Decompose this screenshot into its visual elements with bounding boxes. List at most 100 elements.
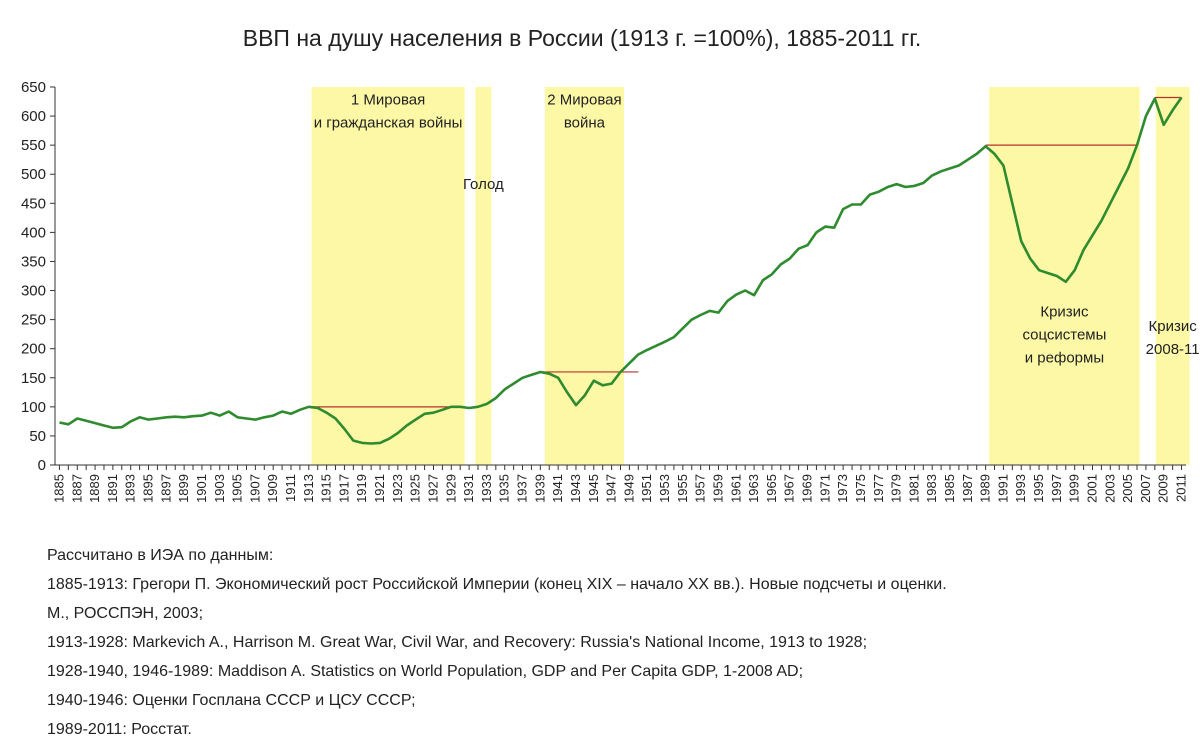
x-tick-label: 1949 <box>621 474 636 503</box>
y-tick-label: 450 <box>21 195 46 212</box>
x-tick-label: 1929 <box>443 474 458 503</box>
x-tick-label: 1897 <box>158 474 173 503</box>
x-tick-label: 1903 <box>212 474 227 503</box>
x-tick-label: 1889 <box>87 474 102 503</box>
event-band <box>989 87 1140 465</box>
y-tick-label: 500 <box>21 166 46 183</box>
band-label: 2 Мировая <box>547 91 621 108</box>
source-notes: Рассчитано в ИЭА по данным: 1885-1913: Г… <box>47 544 1167 747</box>
source-note-line: Рассчитано в ИЭА по данным: <box>47 547 274 564</box>
band-label: война <box>564 114 606 131</box>
y-tick-label: 550 <box>21 137 46 154</box>
x-tick-label: 1973 <box>835 474 850 503</box>
x-tick-label: 1887 <box>69 474 84 503</box>
x-tick-label: 1939 <box>532 474 547 503</box>
source-note-line: 1885-1913: Грегори П. Экономический рост… <box>47 576 947 593</box>
x-tick-label: 1917 <box>336 474 351 503</box>
x-tick-label: 1913 <box>301 474 316 503</box>
chart-canvas: ВВП на душу населения в России (1913 г. … <box>21 25 1200 503</box>
x-tick-label: 2007 <box>1138 474 1153 503</box>
x-tick-label: 1927 <box>425 474 440 503</box>
event-band <box>1155 87 1190 465</box>
x-tick-label: 1923 <box>390 474 405 503</box>
x-tick-label: 1935 <box>497 474 512 503</box>
y-tick-label: 350 <box>21 253 46 270</box>
chart-title: ВВП на душу населения в России (1913 г. … <box>243 25 922 51</box>
series-line <box>59 96 1183 445</box>
event-bands <box>311 87 1190 465</box>
band-label: и гражданская войны <box>314 114 463 131</box>
x-tick-label: 1979 <box>889 474 904 503</box>
x-tick-label: 1925 <box>408 474 423 503</box>
event-band <box>475 87 492 465</box>
source-note-line: М., РОССПЭН, 2003; <box>47 605 204 622</box>
band-label: 2008-11 <box>1146 341 1200 358</box>
x-tick-label: 1951 <box>639 474 654 503</box>
x-tick-label: 1893 <box>123 474 138 503</box>
x-tick-label: 1945 <box>586 474 601 503</box>
y-tick-label: 250 <box>21 312 46 329</box>
x-tick-label: 1989 <box>978 474 993 503</box>
x-tick-label: 1983 <box>924 474 939 503</box>
x-tick-label: 1933 <box>479 474 494 503</box>
x-tick-label: 1957 <box>693 474 708 503</box>
x-tick-label: 1907 <box>247 474 262 503</box>
y-tick-label: 300 <box>21 283 46 300</box>
band-label: 1 Мировая <box>351 91 425 108</box>
x-tick-label: 2011 <box>1174 474 1189 502</box>
x-tick-label: 1919 <box>354 474 369 503</box>
event-band <box>544 87 625 465</box>
x-tick-label: 1987 <box>960 474 975 503</box>
y-tick-label: 650 <box>21 79 46 96</box>
x-tick-label: 1937 <box>515 474 530 503</box>
x-tick-label: 1995 <box>1031 474 1046 503</box>
x-tick-label: 1901 <box>194 474 209 503</box>
source-note-line: 1928-1940, 1946-1989: Maddison A. Statis… <box>47 663 804 680</box>
x-tick-label: 1993 <box>1013 474 1028 503</box>
x-tick-label: 1967 <box>782 474 797 503</box>
source-note-line: 1913-1928: Markevich A., Harrison M. Gre… <box>47 634 868 651</box>
x-tick-label: 1961 <box>728 474 743 503</box>
x-tick-label: 1999 <box>1067 474 1082 503</box>
x-tick-label: 2009 <box>1156 474 1171 503</box>
y-tick-label: 100 <box>21 399 46 416</box>
y-axis: 0 50 100 150 200 250 300 350 400 450 500 550 600 650 <box>21 79 56 474</box>
x-tick-label: 1975 <box>853 474 868 503</box>
event-band <box>311 87 465 465</box>
x-tick-label: 1997 <box>1049 474 1064 503</box>
x-tick-label: 1885 <box>51 474 66 503</box>
x-axis: 1885 1887 1889 1891 1893 1895 1897 1899 1901 1903… <box>51 464 1189 503</box>
y-tick-label: 0 <box>38 457 46 474</box>
x-tick-label: 1921 <box>372 474 387 503</box>
x-tick-label: 1899 <box>176 474 191 503</box>
x-tick-label: 1891 <box>105 474 120 503</box>
x-tick-label: 1915 <box>319 474 334 503</box>
band-label: Кризис <box>1040 304 1089 321</box>
x-tick-label: 1895 <box>141 474 156 503</box>
y-tick-label: 50 <box>29 428 46 445</box>
x-tick-label: 1955 <box>675 474 690 503</box>
x-tick-label: 1941 <box>550 474 565 503</box>
band-label: Кризис <box>1149 318 1198 335</box>
x-tick-label: 2003 <box>1102 474 1117 503</box>
source-note-line: 1940-1946: Оценки Госплана СССР и ЦСУ СС… <box>47 692 416 709</box>
x-tick-label: 1981 <box>906 474 921 503</box>
x-tick-label: 1977 <box>871 474 886 503</box>
x-tick-label: 1947 <box>604 474 619 503</box>
x-tick-label: 1911 <box>283 474 298 502</box>
x-tick-label: 2001 <box>1084 474 1099 503</box>
band-label: и реформы <box>1025 350 1104 367</box>
y-tick-label: 200 <box>21 341 46 358</box>
y-tick-label: 400 <box>21 224 46 241</box>
x-tick-label: 1931 <box>461 474 476 503</box>
x-tick-label: 1909 <box>265 474 280 503</box>
x-tick-label: 1959 <box>710 474 725 503</box>
x-tick-label: 1985 <box>942 474 957 503</box>
x-tick-label: 2005 <box>1120 474 1135 503</box>
source-note-line: 1989-2011: Росстат. <box>47 721 192 738</box>
band-label: Голод <box>463 176 504 193</box>
x-tick-label: 1943 <box>568 474 583 503</box>
data-series <box>59 96 1183 445</box>
x-tick-label: 1963 <box>746 474 761 503</box>
